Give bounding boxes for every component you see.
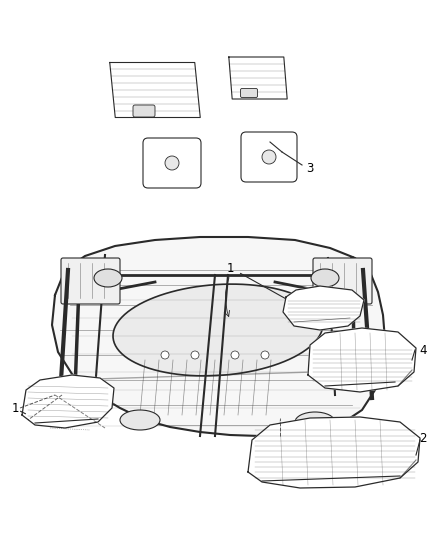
Circle shape (161, 351, 169, 359)
Polygon shape (22, 375, 114, 428)
FancyBboxPatch shape (61, 258, 120, 304)
Ellipse shape (94, 269, 122, 287)
Text: 3: 3 (306, 161, 314, 174)
Circle shape (165, 156, 179, 170)
Text: 4: 4 (419, 343, 427, 357)
Ellipse shape (311, 269, 339, 287)
Text: 1: 1 (226, 262, 234, 274)
FancyBboxPatch shape (240, 88, 258, 98)
Circle shape (262, 150, 276, 164)
Ellipse shape (295, 412, 335, 432)
Polygon shape (110, 62, 200, 117)
Ellipse shape (120, 410, 160, 430)
Polygon shape (308, 328, 416, 392)
Polygon shape (229, 57, 287, 99)
Circle shape (261, 351, 269, 359)
Text: 2: 2 (419, 432, 427, 445)
Polygon shape (248, 417, 420, 488)
FancyBboxPatch shape (241, 132, 297, 182)
FancyBboxPatch shape (133, 105, 155, 117)
Polygon shape (113, 284, 323, 376)
Polygon shape (52, 237, 385, 436)
Circle shape (231, 351, 239, 359)
FancyBboxPatch shape (143, 138, 201, 188)
Polygon shape (283, 286, 364, 330)
Text: 1: 1 (11, 401, 19, 415)
FancyBboxPatch shape (313, 258, 372, 304)
Circle shape (191, 351, 199, 359)
